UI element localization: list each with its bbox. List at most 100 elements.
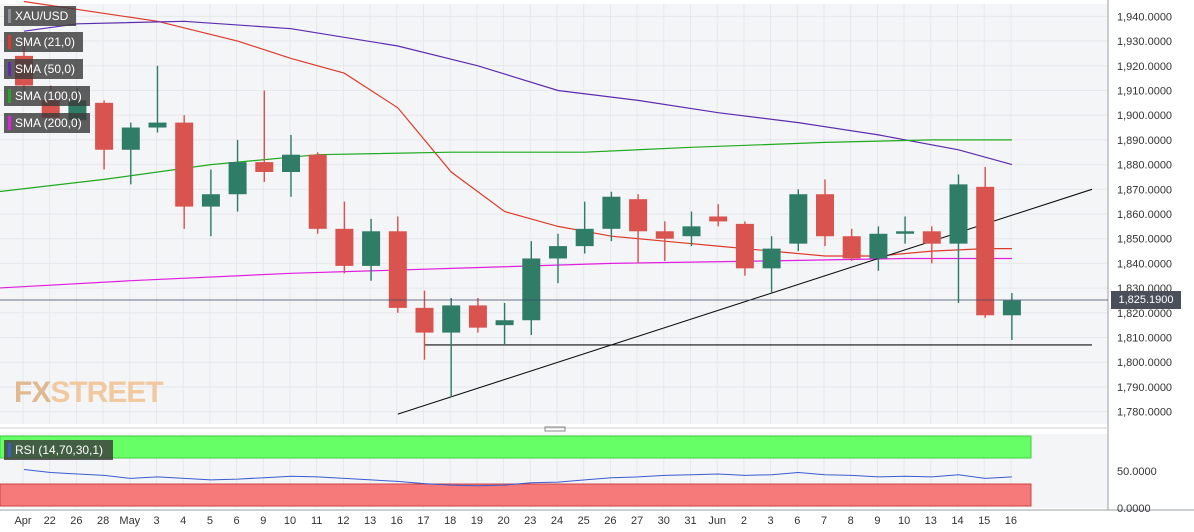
candle-body <box>735 223 754 269</box>
x-tick-label: 10 <box>284 515 296 527</box>
legend-swatch <box>8 89 11 103</box>
x-tick-label: 20 <box>497 515 509 527</box>
x-tick-label: 27 <box>631 515 643 527</box>
legend-label: SMA (50,0) <box>15 62 76 76</box>
rsi-overbought-zone <box>0 435 1032 459</box>
candle-body <box>922 231 941 244</box>
candle-body <box>789 194 808 244</box>
x-tick-label: 16 <box>1005 515 1017 527</box>
x-tick-label: 17 <box>417 515 429 527</box>
candle-body <box>255 162 274 172</box>
legend-item-sma100[interactable]: SMA (100,0) <box>4 86 90 106</box>
y-tick-label: 1,850.0000 <box>1117 234 1172 246</box>
legend-item-sma200[interactable]: SMA (200,0) <box>4 113 90 133</box>
legend-swatch <box>8 35 11 49</box>
x-tick-label: Apr <box>14 515 31 527</box>
candle-body <box>869 233 888 259</box>
x-tick-label: 23 <box>524 515 536 527</box>
candle-body <box>201 194 220 207</box>
y-tick-label: 1,860.0000 <box>1117 209 1172 221</box>
candle-body <box>549 246 567 259</box>
x-tick-label: 12 <box>337 515 349 527</box>
fxstreet-logo: FXSTREET <box>14 376 164 410</box>
x-tick-label: 2 <box>741 515 747 527</box>
y-tick-label: 1,820.0000 <box>1117 308 1172 320</box>
legend-swatch <box>8 116 11 130</box>
x-tick-label: 26 <box>70 515 82 527</box>
x-tick-label: 25 <box>578 515 590 527</box>
rsi-line <box>23 469 1012 487</box>
candle-body <box>415 307 434 333</box>
candle-body <box>762 248 781 269</box>
x-tick-label: 24 <box>551 515 563 527</box>
x-tick-label: 18 <box>444 515 456 527</box>
legend-label: SMA (200,0) <box>15 116 82 130</box>
y-tick-label: 1,840.0000 <box>1117 258 1172 270</box>
candle-body <box>308 154 327 229</box>
panel-resize-handle <box>544 426 566 432</box>
x-tick-label: 19 <box>471 515 483 527</box>
y-tick-label: 1,810.0000 <box>1117 333 1172 345</box>
x-tick-label: 4 <box>180 515 186 527</box>
y-tick-label: 1,940.0000 <box>1117 11 1172 23</box>
rsi-oversold-zone <box>0 483 1032 507</box>
x-tick-label: 10 <box>898 515 910 527</box>
rsi-y-tick-label: 50.0000 <box>1117 466 1157 478</box>
candle-body <box>629 199 648 232</box>
rsi-legend[interactable]: RSI (14,70,30,1) <box>4 440 114 460</box>
logo-street: STREET <box>50 376 163 409</box>
legend-swatch <box>8 9 11 23</box>
x-tick-label: 26 <box>604 515 616 527</box>
candle-body <box>495 320 514 326</box>
candle-body <box>148 122 167 128</box>
y-tick-label: 1,920.0000 <box>1117 61 1172 73</box>
current-price-tag: 1,825.1900 <box>1111 291 1181 309</box>
candle-body <box>362 231 381 266</box>
x-tick-label: 15 <box>978 515 990 527</box>
y-tick-label: 1,870.0000 <box>1117 184 1172 196</box>
x-tick-label: 31 <box>684 515 696 527</box>
candle-body <box>468 305 487 328</box>
x-tick-label: 13 <box>364 515 376 527</box>
y-tick-label: 1,780.0000 <box>1117 407 1172 419</box>
candle-body <box>709 216 728 222</box>
legend-label: SMA (21,0) <box>15 35 76 49</box>
legend-swatch <box>8 62 11 76</box>
rsi-legend-label: RSI (14,70,30,1) <box>15 443 104 457</box>
legend-swatch <box>8 443 11 457</box>
candle-body <box>335 228 354 266</box>
y-tick-label: 1,800.0000 <box>1117 357 1172 369</box>
sma-line <box>23 20 1013 166</box>
x-tick-label: 13 <box>925 515 937 527</box>
candle-body <box>655 231 674 239</box>
y-tick-label: 1,880.0000 <box>1117 160 1172 172</box>
rsi-y-tick-label: 0.0000 <box>1117 503 1151 515</box>
y-tick-label: 1,910.0000 <box>1117 85 1172 97</box>
legend-label: XAU/USD <box>15 9 69 23</box>
candle-body <box>896 231 915 234</box>
x-tick-label: 6 <box>794 515 800 527</box>
legend-item-xauusd[interactable]: XAU/USD <box>4 6 77 26</box>
legend-label: SMA (100,0) <box>15 89 82 103</box>
x-tick-label: 9 <box>874 515 880 527</box>
candle-body <box>1002 300 1021 316</box>
x-tick-label: 22 <box>44 515 56 527</box>
candle-body <box>976 186 995 316</box>
x-tick-label: 9 <box>260 515 266 527</box>
candle-body <box>175 122 194 207</box>
sma-line <box>0 139 1012 193</box>
x-tick-label: 7 <box>821 515 827 527</box>
legend-item-sma21[interactable]: SMA (21,0) <box>4 32 84 52</box>
candle-body <box>842 236 861 259</box>
x-tick-label: May <box>119 515 140 527</box>
legend-item-sma50[interactable]: SMA (50,0) <box>4 59 84 79</box>
candle-body <box>682 226 701 237</box>
x-tick-label: 3 <box>153 515 159 527</box>
candle-body <box>121 127 140 150</box>
candle-body <box>282 154 300 172</box>
x-tick-label: 5 <box>207 515 213 527</box>
candle-body <box>228 162 247 195</box>
y-tick-label: 1,900.0000 <box>1117 110 1172 122</box>
candle-body <box>575 228 594 247</box>
